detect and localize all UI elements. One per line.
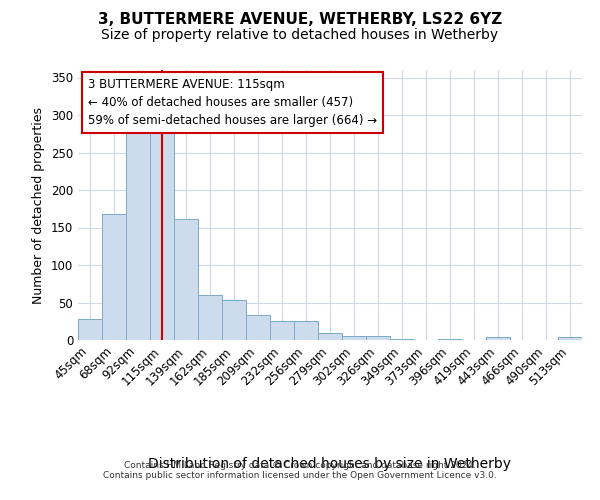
X-axis label: Distribution of detached houses by size in Wetherby: Distribution of detached houses by size … <box>149 457 511 471</box>
Text: 3, BUTTERMERE AVENUE, WETHERBY, LS22 6YZ: 3, BUTTERMERE AVENUE, WETHERBY, LS22 6YZ <box>98 12 502 28</box>
Bar <box>270 322 294 340</box>
Bar <box>150 122 174 340</box>
Y-axis label: Number of detached properties: Number of detached properties <box>32 106 46 304</box>
Bar <box>366 336 390 340</box>
Bar <box>342 336 366 340</box>
Bar <box>222 300 246 340</box>
Bar <box>486 337 510 340</box>
Bar <box>246 316 270 340</box>
Text: 3 BUTTERMERE AVENUE: 115sqm
← 40% of detached houses are smaller (457)
59% of se: 3 BUTTERMERE AVENUE: 115sqm ← 40% of det… <box>88 78 377 127</box>
Bar <box>294 322 318 340</box>
Bar <box>198 295 222 340</box>
Bar <box>102 214 126 340</box>
Text: Size of property relative to detached houses in Wetherby: Size of property relative to detached ho… <box>101 28 499 42</box>
Bar <box>318 332 342 340</box>
Bar <box>126 132 150 340</box>
Bar <box>558 337 582 340</box>
Text: Contains HM Land Registry data © Crown copyright and database right 2024.
Contai: Contains HM Land Registry data © Crown c… <box>103 460 497 480</box>
Bar <box>78 319 102 340</box>
Bar <box>174 218 198 340</box>
